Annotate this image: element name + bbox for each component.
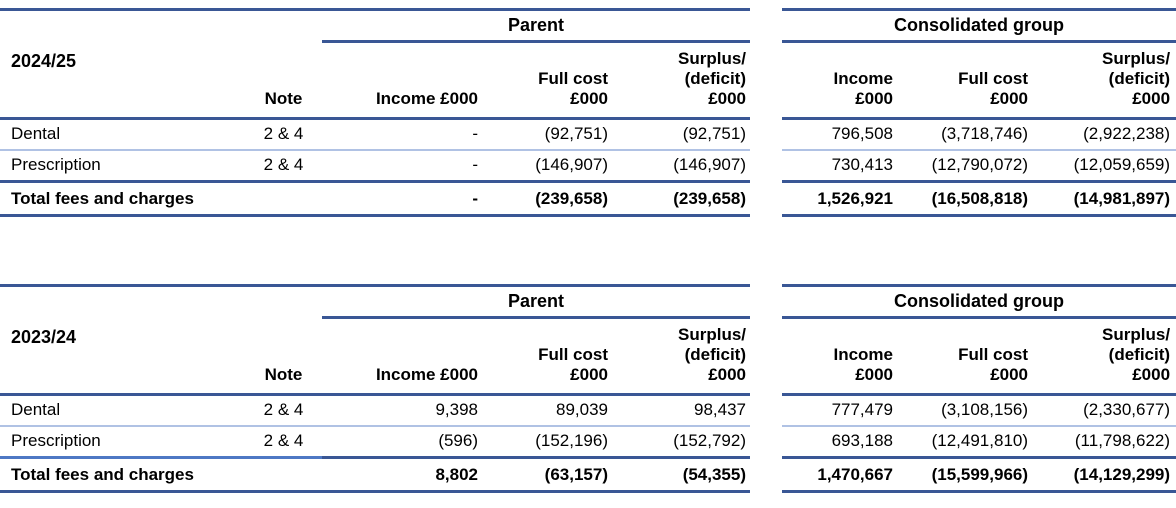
consolidated-group-section-header: Consolidated group: [782, 8, 1176, 43]
parent-section-header: Parent: [322, 8, 751, 43]
parent-full-cost-value: (152,196): [482, 425, 612, 459]
group-income-header: Income £000: [782, 317, 898, 396]
column-gap: [750, 150, 782, 182]
row-label: Dental: [0, 394, 245, 427]
note-ref: 2 & 4: [245, 425, 322, 459]
section-header-row: Parent Consolidated group: [0, 284, 1176, 319]
group-full-cost-header: Full cost £000: [897, 41, 1033, 120]
group-surplus-total: (14,129,299): [1032, 457, 1176, 493]
left-rule-spacer: [0, 8, 322, 42]
column-gap: [750, 395, 782, 426]
group-surplus-deficit-header: Surplus/ (deficit) £000: [1032, 317, 1176, 396]
group-full-cost-value: (12,790,072): [897, 149, 1033, 183]
note-ref: 2 & 4: [245, 149, 322, 183]
group-income-value: 730,413: [782, 149, 898, 183]
column-header-row: 2023/24 Note Income £000 Full cost £000 …: [0, 317, 1176, 396]
group-surplus-value: (11,798,622): [1032, 425, 1176, 459]
note-ref: 2 & 4: [245, 118, 322, 151]
parent-full-cost-header: Full cost £000: [482, 317, 612, 396]
group-full-cost-total: (15,599,966): [897, 457, 1033, 493]
group-income-value: 693,188: [782, 425, 898, 459]
note-ref: 2 & 4: [245, 394, 322, 427]
column-gap: [750, 458, 782, 492]
left-rule-spacer: [0, 284, 322, 318]
column-gap: [750, 42, 782, 119]
group-full-cost-total: (16,508,818): [897, 181, 1033, 217]
parent-income-total: -: [322, 181, 482, 217]
note-column-header: Note: [245, 41, 322, 120]
parent-income-value: 9,398: [322, 394, 482, 427]
parent-full-cost-value: (92,751): [482, 118, 612, 151]
group-income-value: 777,479: [782, 394, 898, 427]
parent-full-cost-value: 89,039: [482, 394, 612, 427]
row-label: Dental: [0, 118, 245, 151]
section-header-row: Parent Consolidated group: [0, 8, 1176, 43]
parent-surplus-total: (54,355): [612, 457, 751, 493]
parent-surplus-value: 98,437: [612, 394, 751, 427]
financial-report-page: { "colors": { "dark_rule": "#3A5795", "l…: [0, 8, 1176, 508]
parent-surplus-value: (146,907): [612, 149, 751, 183]
note-ref: [245, 181, 322, 217]
parent-surplus-total: (239,658): [612, 181, 751, 217]
note-column-header: Note: [245, 317, 322, 396]
group-surplus-value: (2,922,238): [1032, 118, 1176, 151]
column-gap: [750, 426, 782, 458]
consolidated-group-section-header: Consolidated group: [782, 284, 1176, 319]
parent-surplus-value: (152,792): [612, 425, 751, 459]
group-income-total: 1,470,667: [782, 457, 898, 493]
column-gap: [750, 119, 782, 150]
fees-and-charges-table-2023-24: Parent Consolidated group 2023/24 Note I…: [0, 284, 1176, 493]
fiscal-year-label: 2024/25: [0, 41, 245, 120]
row-label: Prescription: [0, 425, 245, 459]
table-row-prescription: Prescription 2 & 4 (596) (152,196) (152,…: [0, 425, 1176, 459]
parent-full-cost-total: (63,157): [482, 457, 612, 493]
table-row-total: Total fees and charges - (239,658) (239,…: [0, 181, 1176, 217]
parent-full-cost-value: (146,907): [482, 149, 612, 183]
parent-income-header: Income £000: [322, 41, 482, 120]
group-income-value: 796,508: [782, 118, 898, 151]
column-gap: [750, 10, 782, 42]
parent-income-value: (596): [322, 425, 482, 459]
parent-surplus-deficit-header: Surplus/ (deficit) £000: [612, 317, 751, 396]
group-income-total: 1,526,921: [782, 181, 898, 217]
column-gap: [750, 318, 782, 395]
parent-surplus-value: (92,751): [612, 118, 751, 151]
parent-section-header: Parent: [322, 284, 751, 319]
group-surplus-value: (12,059,659): [1032, 149, 1176, 183]
parent-full-cost-header: Full cost £000: [482, 41, 612, 120]
parent-income-value: -: [322, 149, 482, 183]
fiscal-year-label: 2023/24: [0, 317, 245, 396]
total-row-label: Total fees and charges: [0, 457, 245, 493]
table-row-prescription: Prescription 2 & 4 - (146,907) (146,907)…: [0, 149, 1176, 183]
group-full-cost-value: (3,718,746): [897, 118, 1033, 151]
fees-and-charges-table-2024-25: Parent Consolidated group 2024/25 Note I…: [0, 8, 1176, 217]
group-surplus-total: (14,981,897): [1032, 181, 1176, 217]
group-full-cost-value: (3,108,156): [897, 394, 1033, 427]
row-label: Prescription: [0, 149, 245, 183]
table-row-dental: Dental 2 & 4 9,398 89,039 98,437 777,479…: [0, 394, 1176, 427]
group-surplus-deficit-header: Surplus/ (deficit) £000: [1032, 41, 1176, 120]
parent-full-cost-total: (239,658): [482, 181, 612, 217]
group-full-cost-header: Full cost £000: [897, 317, 1033, 396]
parent-surplus-deficit-header: Surplus/ (deficit) £000: [612, 41, 751, 120]
column-gap: [750, 182, 782, 216]
column-gap: [750, 286, 782, 318]
total-row-label: Total fees and charges: [0, 181, 245, 217]
note-ref: [245, 457, 322, 493]
group-full-cost-value: (12,491,810): [897, 425, 1033, 459]
table-row-dental: Dental 2 & 4 - (92,751) (92,751) 796,508…: [0, 118, 1176, 151]
parent-income-header: Income £000: [322, 317, 482, 396]
parent-income-total: 8,802: [322, 457, 482, 493]
column-header-row: 2024/25 Note Income £000 Full cost £000 …: [0, 41, 1176, 120]
group-surplus-value: (2,330,677): [1032, 394, 1176, 427]
group-income-header: Income £000: [782, 41, 898, 120]
parent-income-value: -: [322, 118, 482, 151]
table-row-total: Total fees and charges 8,802 (63,157) (5…: [0, 457, 1176, 493]
